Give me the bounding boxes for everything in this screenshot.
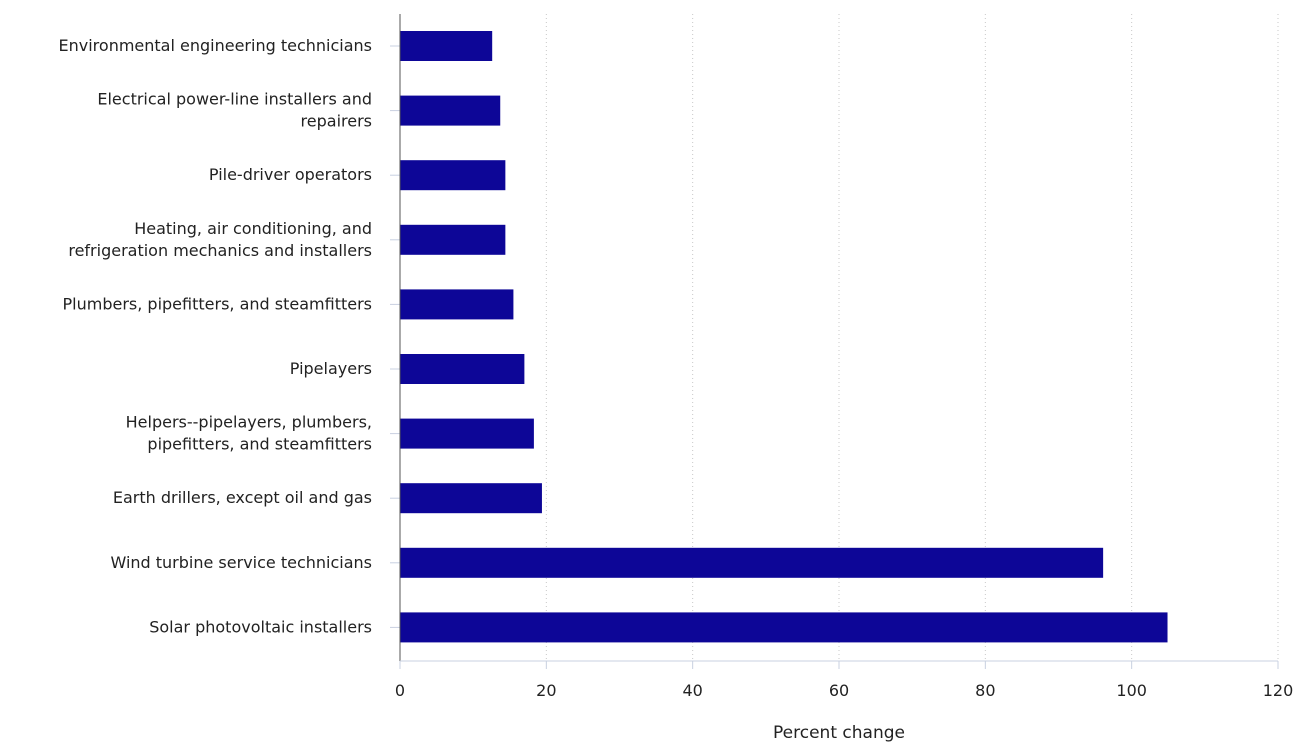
- category-label: Plumbers, pipefitters, and steamfitters: [63, 294, 372, 313]
- category-label: Wind turbine service technicians: [110, 553, 372, 572]
- x-tick-label: 20: [536, 681, 556, 700]
- x-tick-label: 80: [975, 681, 995, 700]
- category-label: Helpers--pipelayers, plumbers, pipefitter…: [126, 413, 372, 454]
- x-tick-label: 100: [1116, 681, 1147, 700]
- category-label: Pile-driver operators: [209, 165, 372, 184]
- x-tick-label: 60: [829, 681, 849, 700]
- category-label: Earth drillers, except oil and gas: [113, 488, 372, 507]
- bar: [400, 483, 542, 514]
- bar: [400, 224, 506, 255]
- bar: [400, 31, 493, 61]
- category-label: Pipelayers: [290, 359, 372, 378]
- y-axis: Environmental engineering technicians Ele…: [59, 14, 401, 661]
- category-label: Electrical power-line installers and repa…: [97, 90, 372, 131]
- bars: [400, 31, 1168, 643]
- bar: [400, 160, 506, 191]
- bar: [400, 354, 525, 384]
- category-label: Solar photovoltaic installers: [149, 617, 372, 636]
- bar: [400, 612, 1168, 643]
- bar: [400, 289, 514, 320]
- bar: [400, 95, 501, 126]
- bar: [400, 547, 1104, 578]
- bar: [400, 418, 534, 449]
- category-label: Heating, air conditioning, and refrigerat…: [68, 219, 372, 260]
- x-axis-title: Percent change: [773, 723, 905, 743]
- x-tick-label: 120: [1263, 681, 1294, 700]
- x-tick-label: 0: [395, 681, 405, 700]
- x-tick-label: 40: [682, 681, 702, 700]
- x-axis: 0 20 40 60 80 100 120: [395, 660, 1294, 700]
- category-label: Environmental engineering technicians: [59, 36, 372, 55]
